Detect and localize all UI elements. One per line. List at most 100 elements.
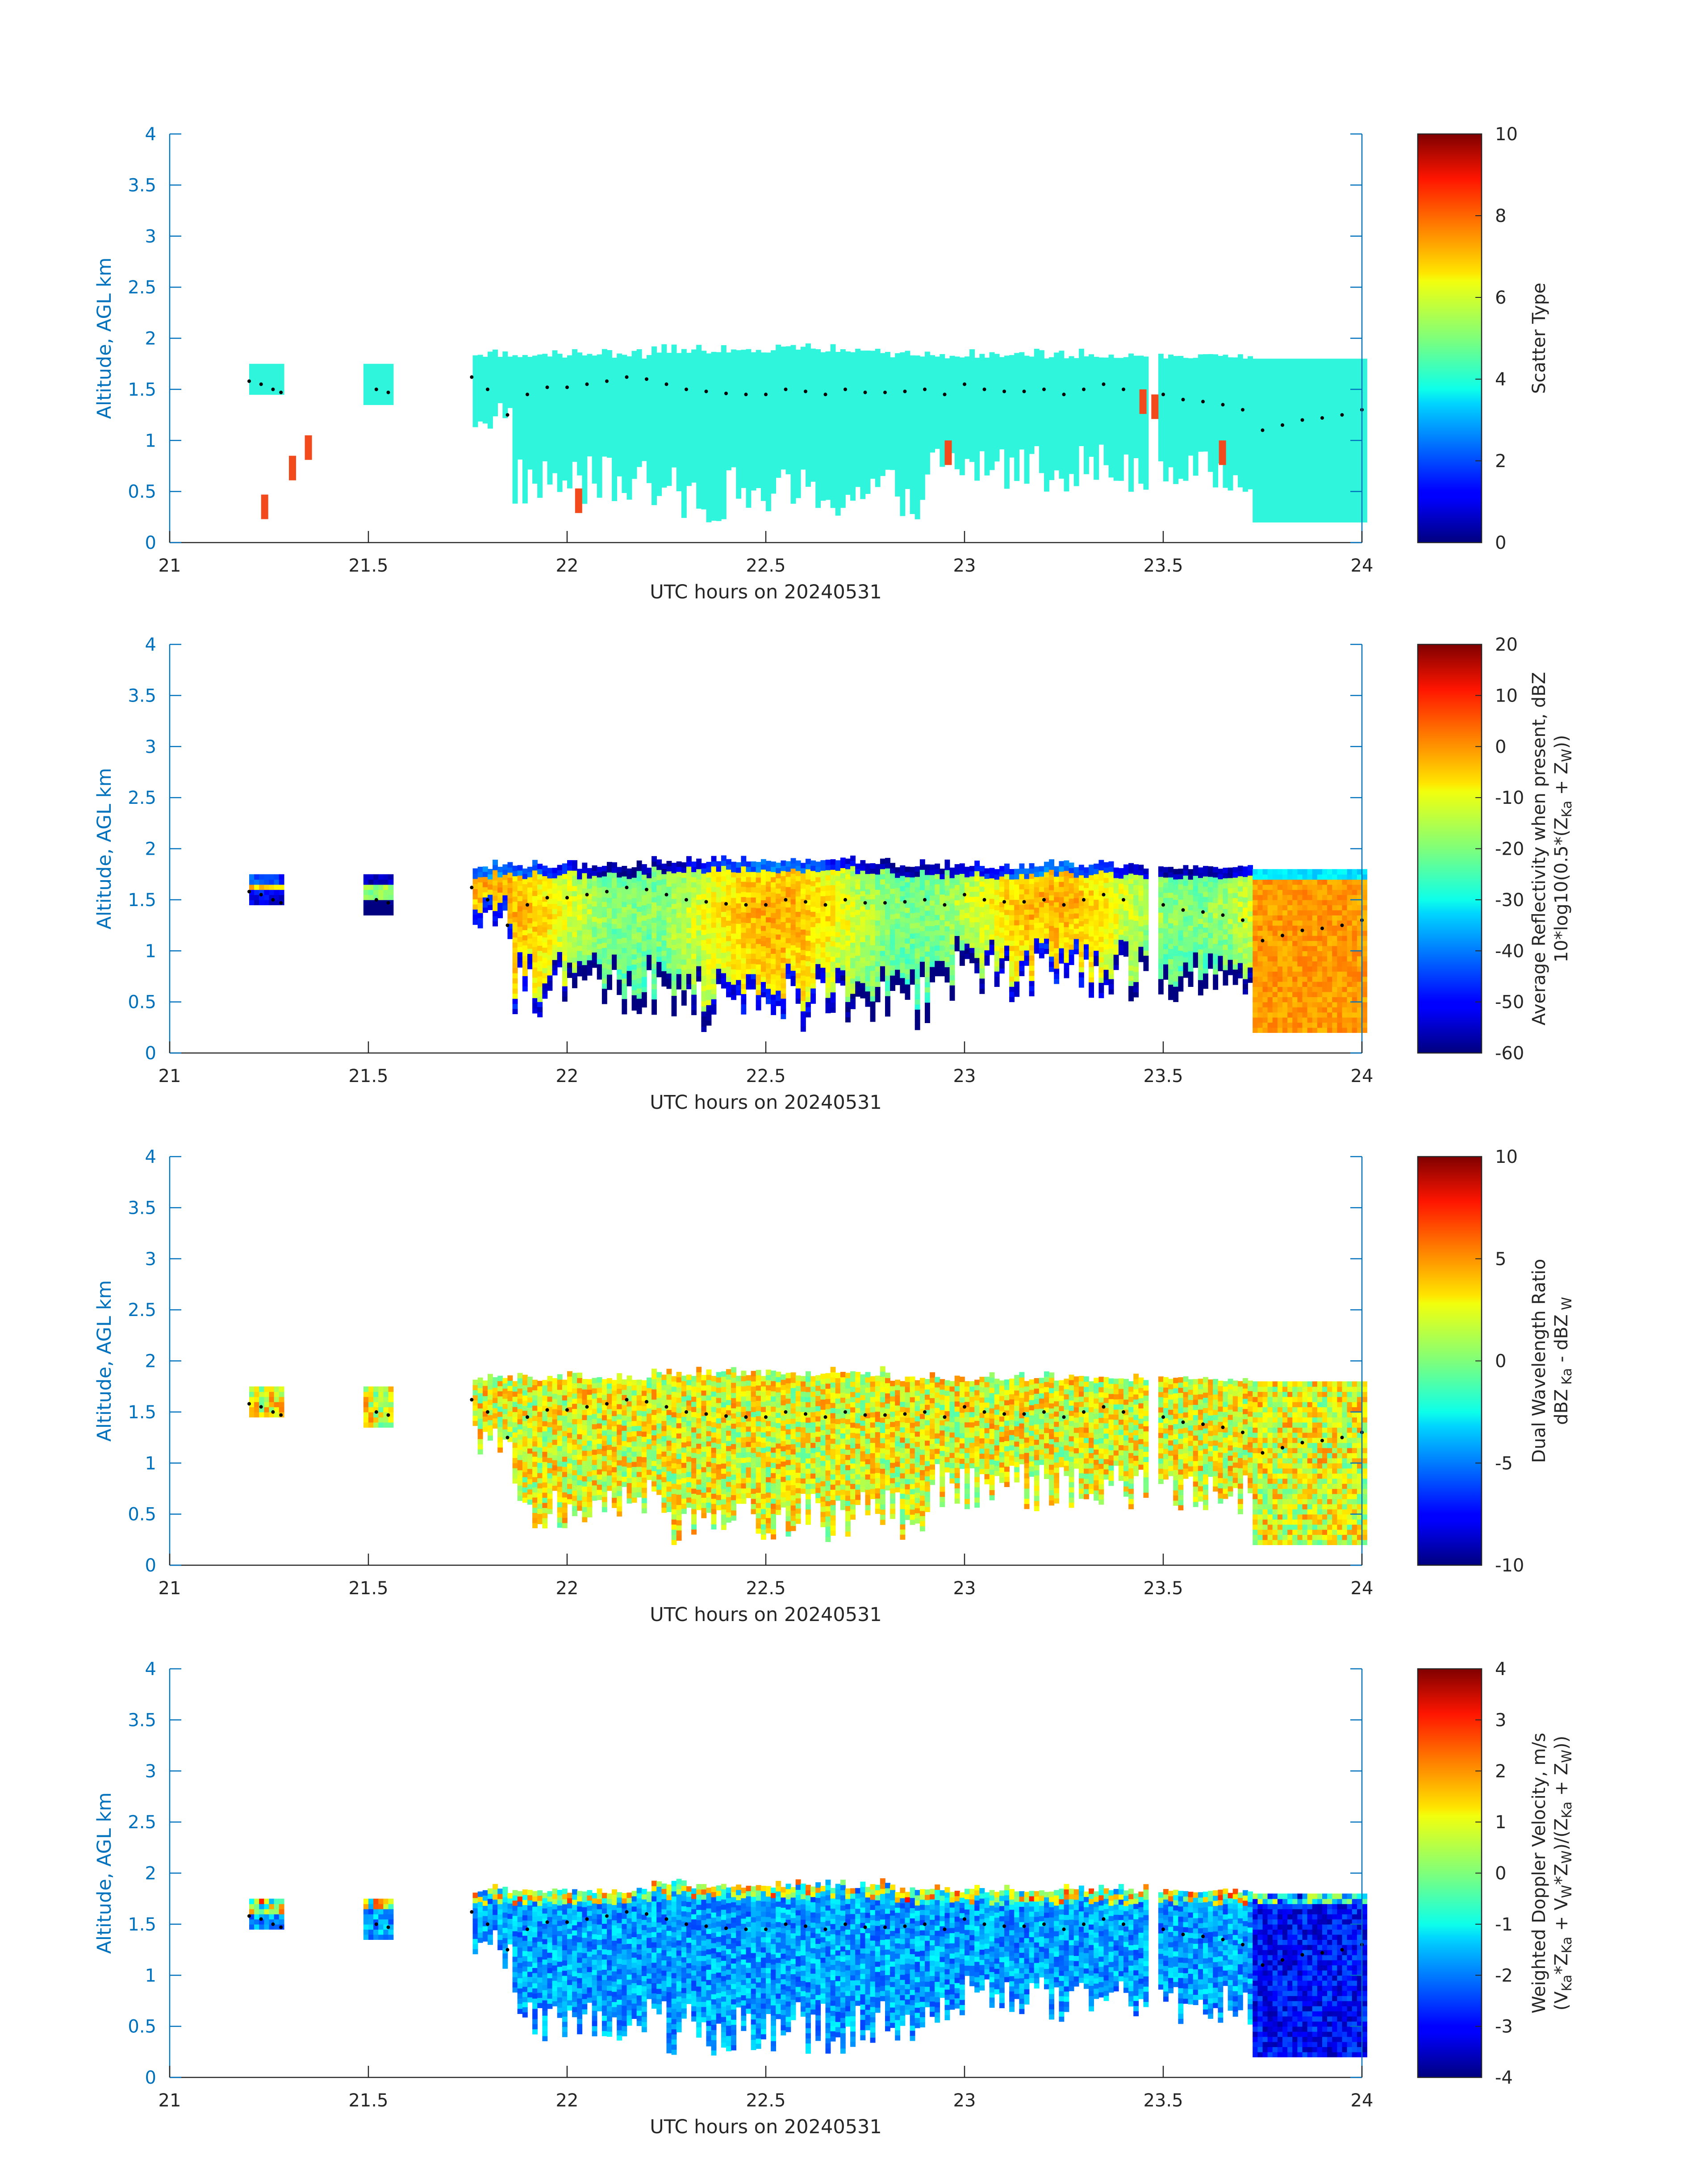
heatmap-cell bbox=[567, 416, 572, 422]
heatmap-cell bbox=[1009, 411, 1015, 417]
heatmap-cell bbox=[254, 899, 259, 906]
heatmap-cell bbox=[671, 344, 677, 350]
heatmap-cell bbox=[1237, 436, 1243, 442]
heatmap-cell bbox=[766, 409, 771, 414]
heatmap-cell bbox=[1332, 415, 1338, 421]
heatmap-cell bbox=[830, 349, 836, 355]
heatmap-cell bbox=[532, 463, 538, 468]
heatmap-cell bbox=[1113, 363, 1119, 368]
heatmap-cell bbox=[582, 411, 588, 417]
heatmap-cell bbox=[895, 481, 901, 486]
heatmap-cell bbox=[954, 433, 960, 439]
heatmap-cell bbox=[651, 397, 657, 403]
heatmap-cell bbox=[1168, 426, 1173, 432]
heatmap-cell bbox=[954, 413, 960, 418]
heatmap-cell bbox=[825, 494, 831, 500]
heatmap-cell bbox=[1253, 425, 1258, 431]
heatmap-cell bbox=[830, 467, 836, 472]
heatmap-cell bbox=[1272, 389, 1278, 395]
heatmap-cell bbox=[1342, 374, 1348, 380]
heatmap-cell bbox=[806, 476, 811, 482]
heatmap-cell bbox=[885, 352, 890, 358]
heatmap-cell bbox=[601, 349, 607, 355]
heatmap-cell bbox=[681, 415, 687, 421]
heatmap-cell bbox=[641, 425, 647, 430]
heatmap-cell bbox=[701, 437, 707, 443]
heatmap-cell bbox=[845, 443, 851, 449]
heatmap-cell bbox=[552, 355, 558, 361]
heatmap-cell bbox=[1342, 389, 1348, 395]
heatmap-cell bbox=[617, 404, 622, 410]
heatmap-cell bbox=[522, 437, 528, 443]
heatmap-cell bbox=[1317, 425, 1323, 431]
heatmap-cell bbox=[671, 350, 677, 355]
heatmap-cell bbox=[517, 454, 523, 460]
heatmap-cell bbox=[572, 390, 577, 396]
heatmap-cell bbox=[696, 391, 702, 397]
heatmap-cell bbox=[820, 469, 826, 476]
heatmap-cell bbox=[1193, 439, 1199, 445]
heatmap-cell bbox=[1198, 410, 1203, 416]
marker-point bbox=[804, 389, 807, 393]
heatmap-cell bbox=[1297, 491, 1303, 497]
heatmap-cell bbox=[622, 467, 627, 473]
heatmap-cell bbox=[925, 367, 930, 372]
heatmap-cell bbox=[1302, 405, 1308, 410]
heatmap-cell bbox=[746, 384, 752, 390]
heatmap-cell bbox=[1113, 414, 1119, 420]
heatmap-cell bbox=[1098, 439, 1104, 445]
heatmap-cell bbox=[915, 355, 920, 361]
heatmap-cell bbox=[840, 431, 846, 437]
heatmap-cell bbox=[1094, 459, 1099, 465]
heatmap-cell bbox=[935, 397, 940, 403]
heatmap-cell bbox=[1208, 400, 1213, 405]
heatmap-cell bbox=[974, 465, 980, 471]
heatmap-cell bbox=[860, 412, 866, 418]
heatmap-cell bbox=[855, 461, 861, 467]
heatmap-cell bbox=[766, 470, 771, 476]
heatmap-cell bbox=[388, 894, 394, 900]
heatmap-cell bbox=[1282, 369, 1288, 375]
heatmap-cell bbox=[1089, 436, 1094, 442]
heatmap-cell bbox=[388, 389, 394, 395]
heatmap-cell bbox=[771, 396, 776, 402]
heatmap-cell bbox=[855, 420, 861, 426]
heatmap-cell bbox=[517, 952, 523, 957]
heatmap-cell bbox=[1183, 429, 1189, 435]
heatmap-cell bbox=[1059, 473, 1065, 479]
heatmap-cell bbox=[1287, 364, 1293, 369]
heatmap-cell bbox=[622, 436, 627, 442]
heatmap-cell bbox=[686, 481, 692, 486]
heatmap-cell bbox=[1272, 369, 1278, 375]
heatmap-cell bbox=[696, 375, 702, 381]
heatmap-cell bbox=[1138, 452, 1144, 458]
heatmap-cell bbox=[1064, 465, 1069, 471]
heatmap-cell bbox=[1198, 421, 1203, 426]
heatmap-cell bbox=[870, 437, 876, 443]
heatmap-cell bbox=[810, 389, 816, 395]
heatmap-cell bbox=[810, 451, 816, 456]
heatmap-cell bbox=[1024, 381, 1030, 387]
heatmap-cell bbox=[746, 466, 752, 472]
heatmap-cell bbox=[706, 450, 712, 456]
heatmap-cell bbox=[830, 410, 836, 416]
heatmap-cell bbox=[731, 400, 736, 406]
heatmap-cell bbox=[592, 478, 597, 484]
heatmap-cell bbox=[895, 414, 901, 420]
heatmap-cell bbox=[671, 457, 677, 463]
heatmap-cell bbox=[527, 413, 533, 419]
heatmap-cell bbox=[517, 926, 523, 932]
heatmap-cell bbox=[1078, 435, 1084, 441]
heatmap-cell bbox=[1009, 391, 1015, 397]
heatmap-cell bbox=[512, 947, 518, 953]
heatmap-cell bbox=[522, 945, 528, 951]
heatmap-cell bbox=[736, 416, 742, 422]
heatmap-cell bbox=[1292, 364, 1298, 369]
heatmap-cell bbox=[597, 375, 602, 380]
heatmap-cell bbox=[994, 405, 1000, 410]
heatmap-cell bbox=[1228, 444, 1233, 450]
heatmap-cell bbox=[1009, 442, 1015, 447]
heatmap-cell bbox=[845, 474, 851, 480]
heatmap-cell bbox=[701, 376, 707, 382]
heatmap-cell bbox=[1118, 450, 1124, 455]
